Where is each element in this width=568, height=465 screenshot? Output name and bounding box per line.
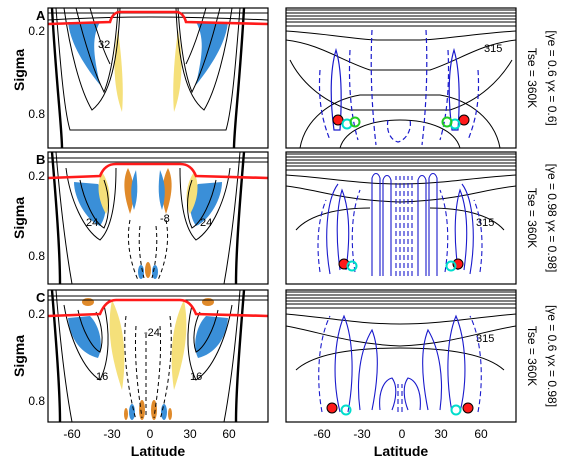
panel-c-letter: C [36,290,46,305]
left-x-tick-m60: -60 [63,427,81,441]
panel-b-letter: B [36,152,45,167]
panel-b-right-contour-label: 315 [476,217,494,229]
right-x-tick-m30: -30 [353,427,371,441]
panel-a-left-frame [47,7,269,149]
row-a-y-axis-label: Sigma [11,49,27,91]
panel-c-left-contour-label-3: 16 [190,371,202,383]
panel-b-left-contour-label-2: -8 [160,213,170,225]
row-a-ts-label: Tse = 360K [525,48,539,108]
panel-a-left [48,8,268,148]
panel-c-right-contour-label: 315 [476,333,494,345]
row-b-y-tick-0.8: 0.8 [28,249,45,263]
right-x-tick-60: 60 [474,427,488,441]
panel-a-right [286,8,516,148]
right-x-tick-0: 0 [399,427,406,441]
row-c-y-tick-0.8: 0.8 [28,394,45,408]
row-c-ts-label: Tse = 360K [525,326,539,386]
right-x-axis-label: Latitude [374,443,429,459]
panel-a-left-contour-label: 32 [98,39,110,51]
panel-c-left-contour-label-1: -24 [144,327,160,339]
row-a-gamma-label: [γe = 0.6 γx = 0.6] [545,30,559,125]
panel-c-left [48,290,268,422]
row-c-y-tick-0.2: 0.2 [28,307,45,321]
left-x-axis-label: Latitude [131,443,186,459]
row-b-y-axis-label: Sigma [11,197,27,239]
panel-b-right-frame [285,151,517,285]
row-c-y-axis-label: Sigma [11,335,27,377]
right-x-tick-m60: -60 [313,427,331,441]
row-a-y-tick-0.8: 0.8 [28,107,45,121]
panel-a-letter: A [36,8,46,23]
row-a-y-tick-0.2: 0.2 [28,24,45,38]
panel-b-left-contour-label-1: 24 [86,217,98,229]
panel-c-left-contour-label-2: 16 [96,371,108,383]
left-x-tick-60: 60 [222,427,236,441]
panel-a-right-frame [285,7,517,149]
panel-a-right-contour-label: 315 [484,43,502,55]
right-x-tick-30: 30 [434,427,448,441]
row-b-gamma-label: [γe = 0.98 γx = 0.98] [545,164,559,273]
left-x-tick-0: 0 [147,427,154,441]
row-c-gamma-label: [γe = 0.6 γx = 0.98] [545,305,559,407]
panel-b-right [286,152,516,284]
panel-c-left-frame [47,289,269,423]
panel-c-right [286,290,516,422]
panel-b-left-contour-label-3: 24 [200,217,212,229]
panel-b-left [48,152,268,284]
row-b-ts-label: Tse = 360K [525,188,539,248]
panel-c-right-frame [285,289,517,423]
left-x-tick-m30: -30 [103,427,121,441]
row-b-y-tick-0.2: 0.2 [28,169,45,183]
panel-b-left-frame [47,151,269,285]
left-x-tick-30: 30 [183,427,197,441]
